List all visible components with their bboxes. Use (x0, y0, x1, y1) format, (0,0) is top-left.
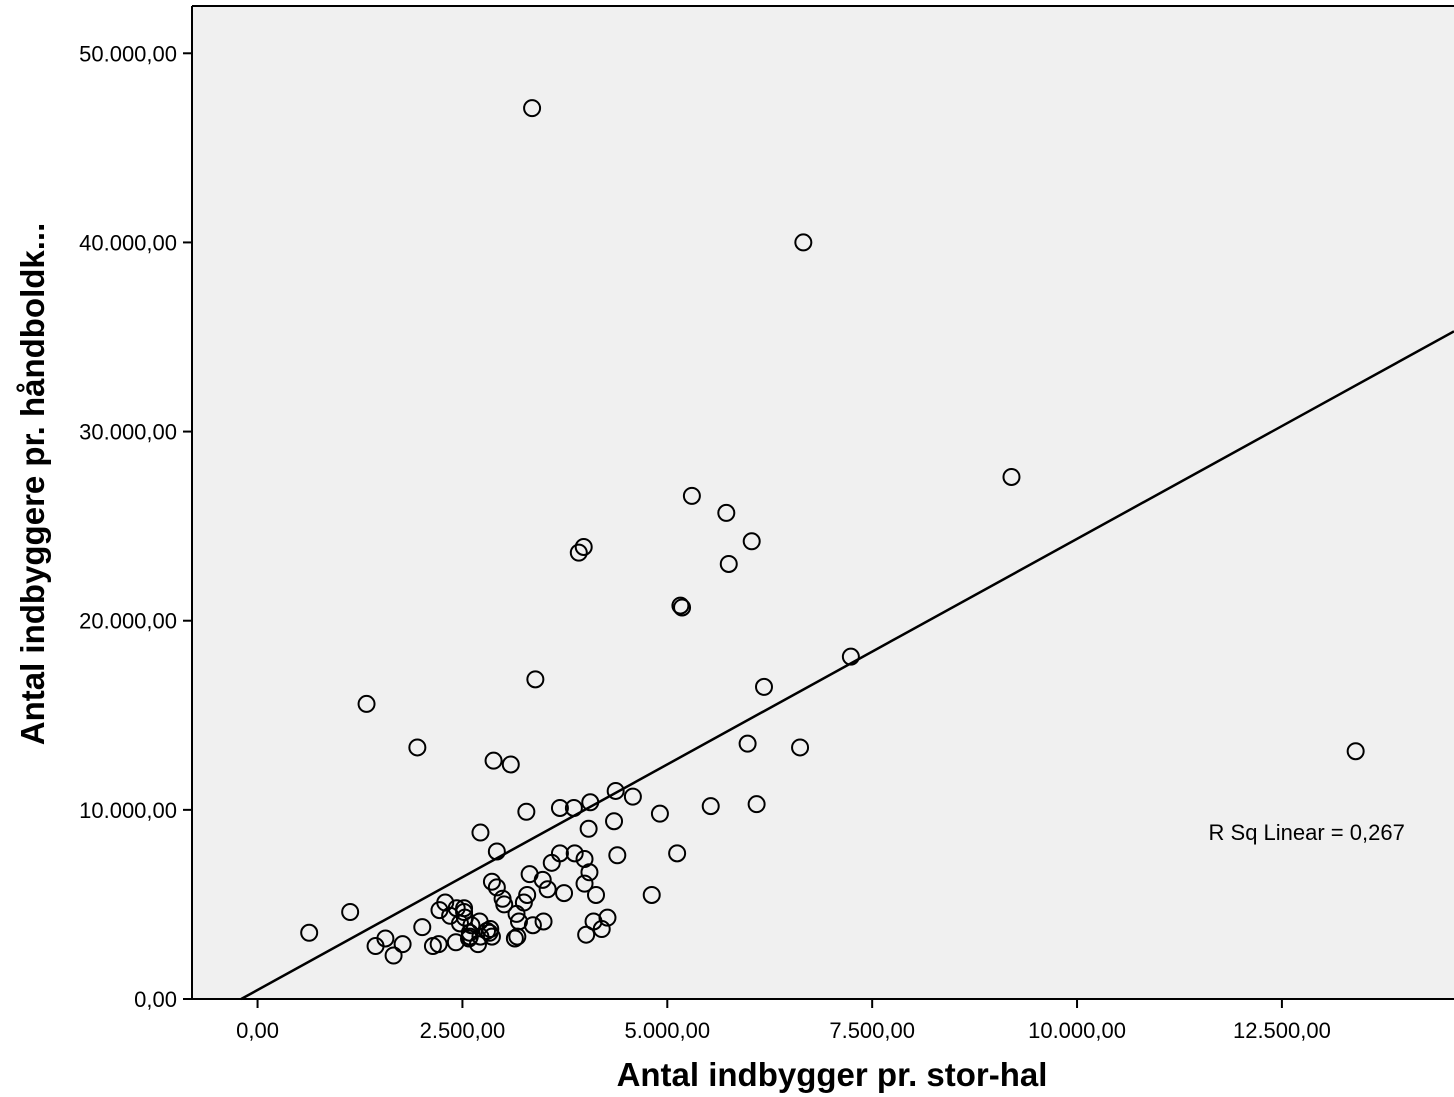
data-point (579, 819, 598, 838)
data-point (413, 918, 432, 937)
data-point (450, 914, 469, 933)
data-point (575, 874, 594, 893)
data-point (550, 798, 569, 817)
data-point (408, 738, 427, 757)
data-point (478, 921, 497, 940)
x-tick-label: 2.500,00 (420, 1018, 506, 1043)
data-point (623, 787, 642, 806)
data-point (533, 870, 552, 889)
data-point (580, 863, 599, 882)
data-point (501, 755, 520, 774)
plot-area (192, 6, 1454, 999)
data-point (480, 923, 499, 942)
data-point (717, 503, 736, 522)
x-tick-label: 10.000,00 (1028, 1018, 1126, 1043)
data-point (482, 872, 501, 891)
x-tick-label: 0,00 (236, 1018, 279, 1043)
data-point (754, 677, 773, 696)
data-point (357, 694, 376, 713)
data-point (574, 537, 593, 556)
fit-line-layer (240, 330, 1454, 1001)
data-point (523, 99, 542, 118)
data-point (538, 880, 557, 899)
data-point (747, 795, 766, 814)
y-tick-label: 20.000,00 (79, 609, 177, 634)
data-point (393, 935, 412, 954)
data-point (565, 844, 584, 863)
data-point (577, 925, 596, 944)
data-point (471, 823, 490, 842)
data-point (526, 670, 545, 689)
data-point (508, 927, 527, 946)
data-point (841, 647, 860, 666)
data-point (564, 798, 583, 817)
data-point (668, 844, 687, 863)
data-point (505, 929, 524, 948)
y-tick-label: 50.000,00 (79, 41, 177, 66)
data-point (484, 751, 503, 770)
y-axis-title: Antal indbyggere pr. håndboldk... (14, 223, 51, 746)
y-tick-label: 0,00 (134, 987, 177, 1012)
data-point (300, 923, 319, 942)
x-axis-title: Antal indbygger pr. stor-hal (617, 1056, 1048, 1093)
data-point (534, 912, 553, 931)
data-point (605, 812, 624, 831)
data-point (459, 929, 478, 948)
data-point (471, 927, 490, 946)
y-tick-label: 30.000,00 (79, 420, 177, 445)
data-point (701, 797, 720, 816)
data-point (462, 916, 481, 935)
data-point (384, 946, 403, 965)
data-point (555, 884, 574, 903)
data-point (592, 920, 611, 939)
data-point (446, 933, 465, 952)
data-point (719, 554, 738, 573)
data-point (1002, 467, 1021, 486)
data-point (495, 895, 514, 914)
data-point (682, 486, 701, 505)
data-point (1346, 742, 1365, 761)
data-point (581, 793, 600, 812)
data-point (650, 804, 669, 823)
data-point (608, 846, 627, 865)
data-point (517, 802, 536, 821)
data-point (430, 901, 449, 920)
x-tick-label: 7.500,00 (829, 1018, 915, 1043)
fit-annotation: R Sq Linear = 0,267 (1209, 820, 1405, 845)
x-tick-label: 12.500,00 (1233, 1018, 1331, 1043)
data-point (606, 781, 625, 800)
data-point (423, 937, 442, 956)
data-points-layer (300, 99, 1365, 965)
data-point (487, 842, 506, 861)
data-point (507, 904, 526, 923)
data-point (671, 596, 690, 615)
data-point (742, 532, 761, 551)
data-point (542, 853, 561, 872)
data-point (523, 916, 542, 935)
data-point (642, 885, 661, 904)
y-axis-ticks: 0,00 10.000,00 20.000,00 30.000,00 40.000,00… (79, 41, 192, 1012)
data-point (569, 543, 588, 562)
data-point (794, 233, 813, 252)
data-point (587, 885, 606, 904)
data-point (366, 937, 385, 956)
data-point (738, 734, 757, 753)
x-axis-ticks: 0,00 2.500,00 5.000,00 7.500,00 10.000,00 12.… (236, 999, 1331, 1043)
data-point (791, 738, 810, 757)
regression-line (240, 330, 1454, 1001)
x-tick-label: 5.000,00 (624, 1018, 710, 1043)
data-point (482, 927, 501, 946)
y-tick-label: 40.000,00 (79, 230, 177, 255)
data-point (673, 598, 692, 617)
y-tick-label: 10.000,00 (79, 798, 177, 823)
data-point (487, 878, 506, 897)
data-point (341, 902, 360, 921)
data-point (468, 935, 487, 954)
